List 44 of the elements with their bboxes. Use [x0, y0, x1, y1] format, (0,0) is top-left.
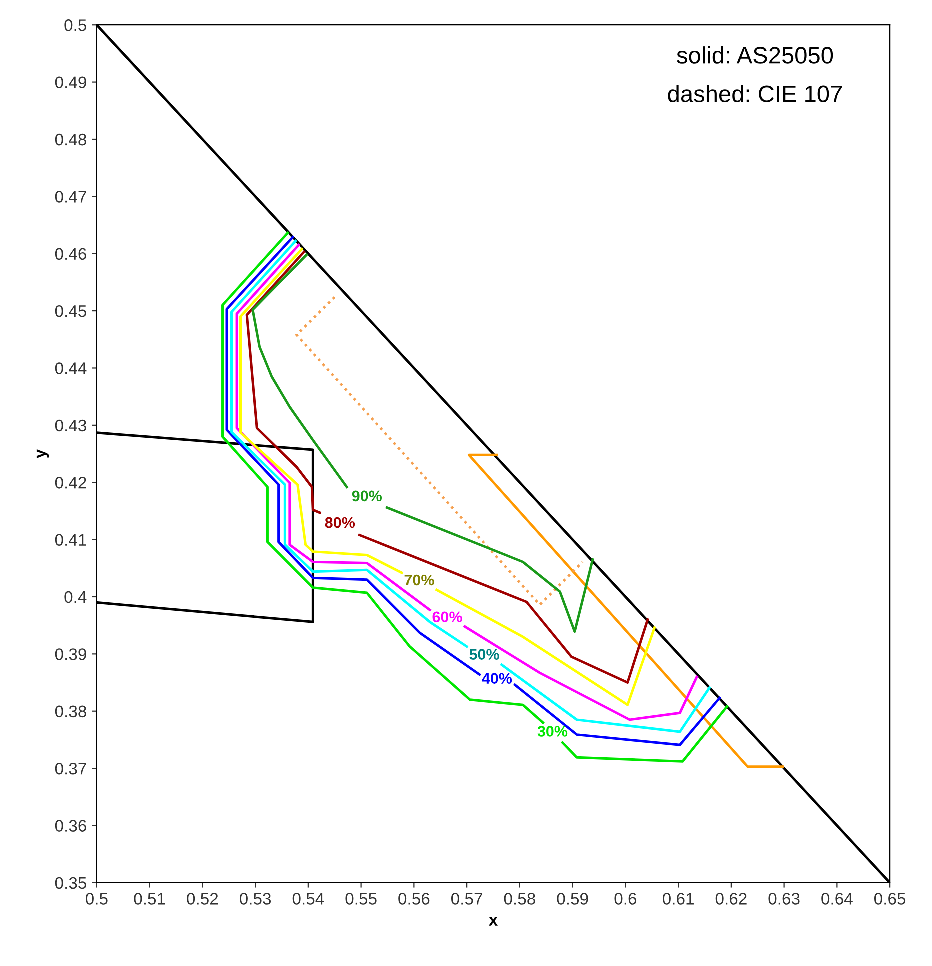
x-tick-label: 0.63: [768, 893, 800, 905]
x-tick-label: 0.54: [292, 893, 324, 905]
y-tick-label: 0.49: [55, 76, 86, 89]
y-tick-label: 0.42: [55, 477, 86, 489]
y-tick-label: 0.44: [55, 362, 87, 374]
x-axis-title: x: [488, 917, 498, 926]
x-tick-label: 0.65: [874, 893, 906, 905]
annotation: dashed: CIE 107: [668, 85, 842, 103]
y-tick-label: 0.45: [55, 305, 87, 318]
x-tick-label: 0.61: [662, 893, 694, 905]
y-tick-label: 0.4: [64, 591, 87, 604]
y-tick-label: 0.36: [55, 820, 86, 832]
x-tick-label: 0.58: [504, 893, 536, 905]
x-tick-label: 0.5: [86, 893, 108, 905]
series-label: 90%: [352, 490, 382, 502]
line-series: [296, 296, 584, 606]
x-tick-label: 0.56: [398, 893, 430, 905]
x-tick-label: 0.64: [822, 893, 853, 905]
x-tick-label: 0.59: [557, 893, 588, 905]
series-label: 60%: [432, 612, 462, 623]
y-tick-label: 0.37: [55, 762, 86, 775]
x-tick-label: 0.55: [346, 893, 377, 905]
series-label: 70%: [404, 574, 434, 586]
series-label: 80%: [325, 517, 356, 528]
series-label: 40%: [482, 673, 512, 684]
y-tick-label: 0.5: [64, 20, 87, 32]
x-tick-label: 0.57: [451, 893, 482, 905]
y-tick-label: 0.39: [55, 648, 86, 660]
y-tick-label: 0.43: [55, 420, 86, 432]
y-tick-label: 0.48: [55, 134, 86, 146]
x-tick-label: 0.6: [614, 893, 637, 905]
x-tick-label: 0.62: [716, 893, 747, 905]
y-tick-label: 0.35: [55, 877, 87, 890]
y-tick-label: 0.41: [55, 534, 86, 546]
series-label: 50%: [470, 649, 500, 660]
annotation: solid: AS25050: [677, 46, 834, 64]
x-tick-label: 0.53: [240, 893, 272, 905]
y-axis-title: y: [36, 449, 50, 459]
series-label: 30%: [538, 726, 568, 737]
y-tick-label: 0.47: [55, 191, 86, 203]
y-tick-label: 0.46: [55, 248, 86, 260]
y-tick-label: 0.38: [55, 706, 86, 718]
x-tick-label: 0.51: [134, 893, 166, 905]
x-tick-label: 0.52: [187, 893, 218, 905]
